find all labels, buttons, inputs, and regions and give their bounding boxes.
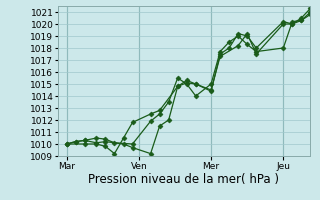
X-axis label: Pression niveau de la mer( hPa ): Pression niveau de la mer( hPa ) — [89, 173, 279, 186]
